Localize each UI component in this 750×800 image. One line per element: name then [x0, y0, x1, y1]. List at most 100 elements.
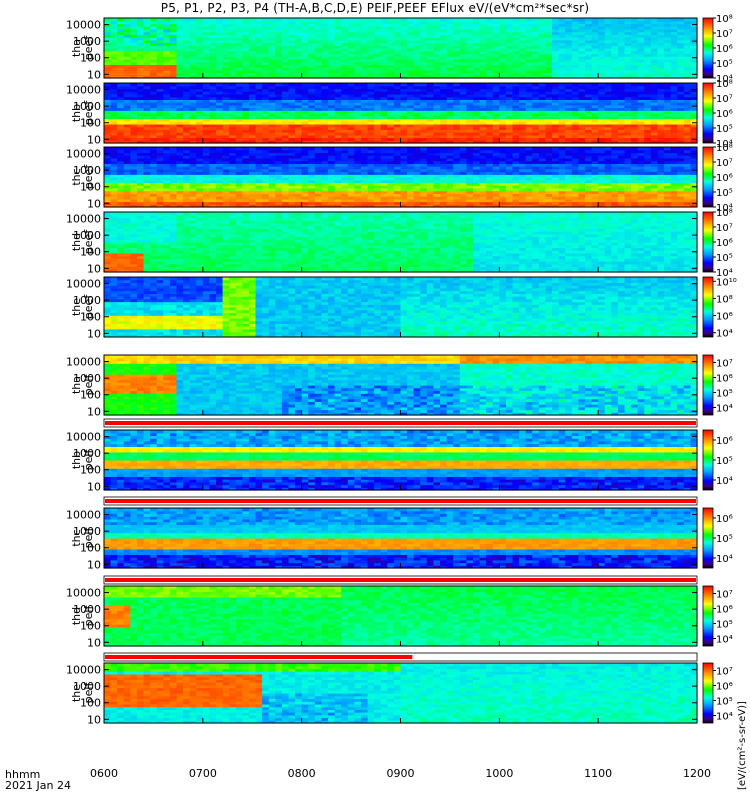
spectrogram-cell [664, 99, 672, 103]
spectrogram-cell [446, 102, 454, 106]
spectrogram-cell [156, 113, 164, 117]
y-tick-label: 1000 [73, 35, 101, 48]
spectrogram-cell [433, 28, 441, 33]
spectrogram-cell [433, 26, 441, 30]
spectrogram-cell [407, 85, 415, 90]
spectrogram-cell [341, 201, 349, 205]
spectrogram-cell [268, 93, 276, 98]
spectrogram-cell [301, 75, 309, 79]
spectrogram-cell [150, 37, 158, 41]
spectrogram-cell [295, 50, 303, 55]
spectrogram-cell [538, 18, 547, 22]
spectrogram-cell [374, 69, 382, 74]
spectrogram-cell [492, 75, 500, 79]
spectrogram-cell [617, 50, 626, 55]
spectrogram-cell [552, 69, 560, 74]
spectrogram-cell [163, 193, 171, 197]
spectrogram-cell [248, 28, 257, 33]
spectrogram-cell [169, 23, 178, 27]
spectrogram-cell [552, 110, 560, 114]
spectrogram-cell [123, 149, 131, 154]
spectrogram-cell [683, 83, 692, 87]
spectrogram-cell [650, 115, 659, 120]
spectrogram-cell [532, 50, 540, 55]
spectrogram-cell [255, 163, 263, 167]
spectrogram-cell [314, 18, 323, 22]
spectrogram-cell [183, 126, 191, 130]
spectrogram-cell [347, 64, 355, 68]
spectrogram-cell [163, 96, 171, 100]
spectrogram-cell [209, 48, 217, 52]
spectrogram-cell [281, 91, 290, 95]
spectrogram-cell [400, 18, 408, 22]
spectrogram-cell [328, 91, 336, 95]
spectrogram-cell [525, 137, 533, 141]
spectrogram-cell [677, 58, 685, 63]
spectrogram-cell [505, 85, 514, 90]
spectrogram-cell [499, 115, 507, 120]
spectrogram-cell [519, 56, 527, 60]
spectrogram-cell [321, 99, 329, 103]
spectrogram-cell [374, 102, 382, 106]
spectrogram-cell [604, 48, 612, 52]
spectrogram-cell [268, 88, 276, 92]
spectrogram-cell [499, 37, 507, 41]
spectrogram-cell [281, 18, 290, 22]
spectrogram-cell [387, 28, 395, 33]
spectrogram-cell [440, 102, 448, 106]
spectrogram-cell [328, 113, 336, 117]
spectrogram-cell [552, 18, 560, 22]
spectrogram-cell [202, 163, 211, 167]
spectrogram-cell [341, 182, 349, 186]
spectrogram-cell [255, 110, 263, 114]
spectrogram-cell [578, 39, 586, 44]
spectrogram-cell [393, 123, 402, 128]
spectrogram-cell [486, 91, 494, 95]
spectrogram-cell [479, 140, 487, 144]
spectrogram-cell [664, 137, 672, 141]
spectrogram-cell [275, 132, 283, 136]
spectrogram-cell [617, 115, 626, 120]
spectrogram-cell [281, 152, 290, 156]
spectrogram-cell [677, 102, 685, 106]
spectrogram-cell [328, 123, 336, 128]
spectrogram-cell [472, 34, 481, 38]
spectrogram-cell [314, 177, 323, 181]
spectrogram-cell [341, 155, 349, 159]
spectrogram-cell [624, 88, 632, 92]
spectrogram-cell [216, 134, 224, 139]
spectrogram-cell [328, 28, 336, 33]
spectrogram-cell [281, 140, 290, 144]
spectrogram-cell [262, 72, 270, 76]
spectrogram-cell [281, 45, 290, 49]
spectrogram-cell [604, 107, 612, 111]
spectrogram-cell [347, 53, 355, 57]
spectrogram-cell [321, 126, 329, 130]
spectrogram-cell [650, 132, 659, 136]
spectrogram-cell [176, 147, 184, 151]
spectrogram-cell [360, 23, 369, 27]
panel-ylabel-line: peef [82, 100, 95, 126]
spectrogram-cell [367, 26, 375, 30]
spectrogram-cell [308, 96, 316, 100]
spectrogram-cell [565, 67, 573, 71]
spectrogram-cell [295, 190, 303, 194]
spectrogram-cell [136, 23, 145, 27]
spectrogram-cell [631, 140, 639, 144]
spectrogram-cell [367, 23, 375, 27]
spectrogram-cell [617, 91, 626, 95]
spectrogram-cell [328, 85, 336, 90]
spectrogram-cell [295, 174, 303, 178]
spectrogram-cell [262, 152, 270, 156]
spectrogram-cell [143, 134, 151, 139]
spectrogram-cell [492, 37, 500, 41]
spectrogram-cell [209, 115, 217, 120]
spectrogram-cell [657, 99, 665, 103]
spectrogram-cell [143, 132, 151, 136]
spectrogram-cell [486, 99, 494, 103]
spectrogram-cell [295, 34, 303, 38]
spectrogram-cell [644, 83, 652, 87]
spectrogram-cell [420, 69, 428, 74]
spectrogram-cell [216, 64, 224, 68]
